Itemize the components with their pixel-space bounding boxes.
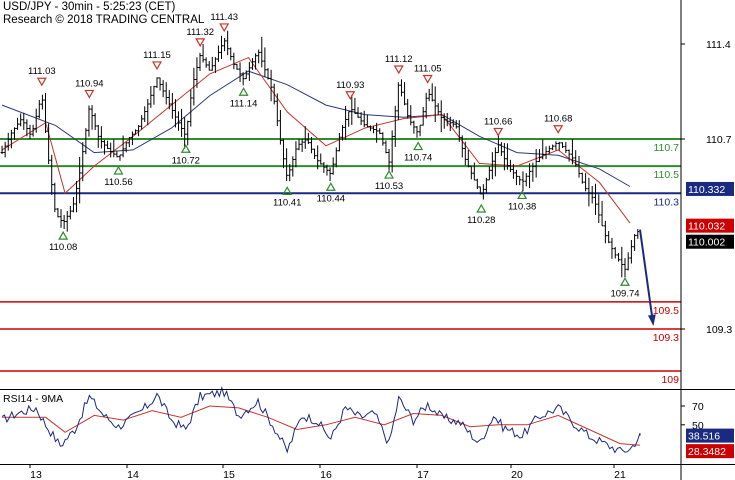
ma-fast-line (1, 56, 631, 224)
pivot-low-marker (384, 169, 395, 179)
key-level-lines: 110.7 110.5 110.3 109.5 109.3 109 (0, 138, 681, 386)
price-series (0, 30, 640, 278)
pivot-low-marker (476, 203, 487, 213)
key-level-label: 109.3 (653, 332, 679, 344)
forecast-arrow (639, 229, 656, 326)
pivot-high-label: 111.05 (414, 64, 442, 75)
pivot-high-marker (84, 89, 95, 99)
pivot-low-label: 110.72 (172, 155, 200, 166)
pivot-low-label: 110.56 (104, 177, 132, 188)
pivot-high-marker (151, 61, 163, 71)
pivot-high-marker (36, 77, 47, 87)
pivot-high-label: 111.03 (28, 66, 56, 77)
price-tag-last-label: 110.002 (688, 237, 725, 249)
key-level-label: 109.5 (653, 305, 679, 317)
day-tick-label: 21 (614, 469, 626, 480)
value-tags: 110.332 110.032 110.002 38.516 28.3482 (686, 181, 734, 459)
pivot-low-marker (413, 141, 424, 151)
pivot-markers: 111.03 110.08 110.94 110.56 111.15 110.72 111.… (28, 12, 640, 299)
rsi-ma-line (2, 405, 641, 446)
key-level-label: 110.7 (654, 142, 680, 154)
key-level-label: 109 (661, 374, 679, 386)
price-tick-label: 109.3 (706, 324, 732, 336)
rsi-line (1, 385, 641, 454)
pivot-high-label: 110.93 (336, 80, 364, 91)
pivot-low-label: 111.14 (230, 98, 258, 109)
rsi-panel (1, 385, 641, 454)
day-tick-label: 16 (320, 469, 332, 480)
day-tick-label: 14 (127, 469, 139, 480)
pivot-low-marker (238, 87, 249, 96)
pivot-low-marker (113, 165, 124, 175)
pivot-low-marker (58, 230, 69, 240)
price-tag-current-level-bg (686, 181, 734, 196)
ma-slow-line (1, 70, 631, 187)
pivot-high-label: 111.32 (186, 27, 214, 38)
rsi-tick-label: 50 (692, 420, 704, 432)
rsi-tick-label: 70 (692, 401, 704, 413)
pivot-low-marker (517, 190, 528, 200)
day-tick-label: 20 (511, 469, 523, 480)
forecast-line (639, 229, 654, 324)
price-tick-label: 111.4 (706, 39, 731, 51)
pivot-low-label: 110.08 (49, 242, 77, 253)
price-tag-current-level-label: 110.332 (688, 184, 725, 196)
pivot-low-label: 110.53 (375, 181, 403, 192)
pivot-low-label: 110.74 (404, 153, 432, 164)
pivot-low-marker (325, 182, 336, 191)
pivot-low-label: 110.28 (467, 215, 495, 226)
pivot-high-marker (393, 65, 404, 75)
rsi-tag-ma-label: 28.3482 (688, 446, 726, 458)
pivot-low-label: 110.38 (508, 201, 536, 212)
pivot-high-label: 111.12 (385, 54, 413, 65)
pivot-low-label: 110.44 (317, 193, 345, 204)
pivot-high-label: 110.68 (544, 114, 572, 125)
pivot-high-marker (553, 125, 564, 134)
rsi-tag-ma-bg (686, 444, 734, 459)
price-panel: 110.7 110.5 110.3 109.5 109.3 109 111.03 110.0… (0, 12, 681, 386)
chart-title: USD/JPY - 30min - 5:25:23 (CET) (3, 1, 176, 13)
moving-average-lines (1, 56, 631, 224)
pivot-low-marker (180, 144, 191, 153)
key-level-label: 110.3 (654, 196, 680, 208)
price-tag-ma-label: 110.032 (688, 221, 725, 233)
day-tick-label: 13 (30, 469, 42, 480)
forecast-arrowhead (648, 314, 656, 326)
pivot-high-label: 110.94 (75, 78, 103, 89)
pivot-low-label: 109.74 (610, 288, 639, 299)
day-tick-label: 17 (417, 469, 429, 480)
pivot-high-label: 111.43 (210, 12, 238, 23)
rsi-tag-value-bg (686, 428, 734, 443)
pivot-low-marker (282, 186, 293, 195)
pivot-high-marker (345, 91, 356, 100)
pivot-high-marker (422, 74, 433, 84)
pivot-low-label: 110.41 (273, 197, 301, 208)
pivot-high-marker (219, 23, 230, 33)
price-tag-last-bg (686, 234, 734, 249)
pivot-low-marker (619, 277, 631, 286)
price-tag-ma-bg (686, 218, 734, 233)
key-level-label: 110.5 (654, 169, 680, 181)
pivot-high-marker (195, 38, 206, 48)
rsi-tag-value-label: 38.516 (688, 431, 720, 443)
research-credit: Research © 2018 TRADING CENTRAL (3, 14, 205, 26)
pivot-high-label: 111.15 (143, 50, 171, 61)
rsi-label: RSI14 - 9MA (3, 393, 63, 405)
pivot-high-marker (493, 127, 504, 137)
rsi-lines (1, 385, 641, 454)
pivot-high-label: 110.66 (484, 116, 512, 127)
price-tick-label: 110.7 (706, 134, 732, 146)
day-tick-label: 15 (223, 469, 235, 480)
